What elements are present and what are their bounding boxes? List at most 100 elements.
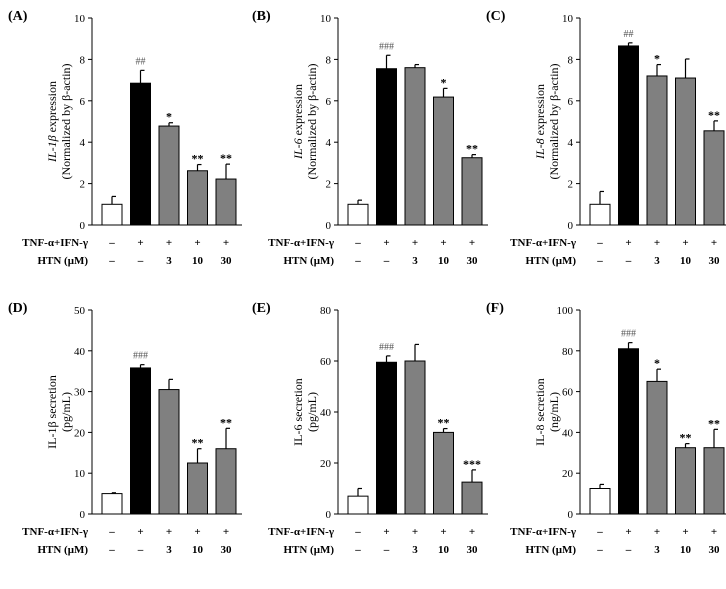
significance-star: ** [220,415,232,429]
bar [215,448,237,515]
y-axis-label-unit: (Normalized by β-actin) [305,63,319,179]
y-tick-label: 60 [562,387,574,399]
bar [703,130,725,226]
condition-label-tnf-ifn: TNF-α+IFN-γ [268,526,334,538]
panel-letter: (C) [486,9,506,24]
condition-value-htn: 30 [221,544,233,556]
bar [675,447,696,515]
condition-value-tnf-ifn: + [412,526,418,538]
condition-value-htn: – [596,544,603,556]
y-axis-label-unit: (pg/mL) [59,392,73,432]
panel-letter: (F) [486,301,504,316]
condition-value-tnf-ifn: – [108,237,115,249]
bar [130,367,151,515]
significance-star: * [441,75,447,89]
condition-value-tnf-ifn: + [194,237,200,249]
significance-star: * [654,52,660,66]
condition-value-htn: 3 [412,255,418,267]
bar [404,360,426,515]
bar [703,447,725,515]
condition-value-tnf-ifn: + [166,526,172,538]
y-axis-label-gene: IL-1β [45,135,59,163]
significance-hash: ### [621,329,636,340]
bar [158,125,180,226]
condition-value-tnf-ifn: + [137,526,143,538]
y-tick-label: 0 [326,509,332,521]
significance-star: *** [463,457,481,471]
condition-value-tnf-ifn: + [223,237,229,249]
condition-value-tnf-ifn: + [469,526,475,538]
y-axis-label-text: expression [533,84,547,138]
significance-hash: ## [136,56,146,67]
bar [130,82,151,226]
condition-value-htn: 30 [709,544,721,556]
condition-value-htn: – [108,544,115,556]
significance-star: ** [466,142,478,156]
condition-value-htn: – [383,544,390,556]
y-tick-label: 10 [320,13,332,25]
panel-letter: (A) [8,9,28,24]
y-axis-label-unit: (ng/mL) [547,392,561,432]
y-axis-label-text: IL-1β secretion [45,375,59,449]
y-tick-label: 0 [326,220,332,232]
y-axis-label: IL-6 secretion [291,378,305,446]
condition-value-htn: 3 [412,544,418,556]
y-tick-label: 10 [74,13,86,25]
bar [215,178,237,226]
condition-value-htn: – [137,544,144,556]
bar [461,481,483,515]
y-tick-label: 4 [80,137,86,149]
y-tick-label: 0 [80,509,86,521]
y-tick-label: 4 [326,137,332,149]
significance-star: * [654,356,660,370]
significance-hash: ### [379,41,394,52]
condition-value-htn: – [108,255,115,267]
y-axis-label-text: IL-6 secretion [291,378,305,446]
condition-label-tnf-ifn: TNF-α+IFN-γ [268,237,334,249]
y-tick-label: 40 [320,407,332,419]
y-tick-label: 0 [568,509,574,521]
condition-value-htn: – [354,544,361,556]
condition-value-tnf-ifn: – [354,526,361,538]
y-tick-label: 20 [562,468,574,480]
y-axis-label-gene: IL-6 [291,138,305,160]
condition-value-tnf-ifn: + [469,237,475,249]
y-tick-label: 8 [80,54,86,66]
condition-value-htn: – [625,255,632,267]
condition-value-htn: 10 [438,544,450,556]
condition-label-htn: HTN (μM) [37,544,88,556]
bar [589,488,611,515]
condition-value-tnf-ifn: + [682,237,688,249]
y-tick-label: 50 [74,305,86,317]
condition-label-htn: HTN (μM) [525,544,576,556]
condition-value-tnf-ifn: – [596,526,603,538]
condition-value-tnf-ifn: + [682,526,688,538]
condition-label-tnf-ifn: TNF-α+IFN-γ [510,526,576,538]
y-tick-label: 6 [326,96,332,108]
y-tick-label: 20 [320,458,332,470]
condition-value-tnf-ifn: + [440,526,446,538]
y-tick-label: 4 [568,137,574,149]
condition-value-htn: – [383,255,390,267]
significance-star: ** [708,416,720,430]
y-axis-label-unit: (pg/mL) [305,392,319,432]
y-axis-label-text: IL-8 secretion [533,378,547,446]
panel-letter: (B) [252,9,271,24]
condition-value-tnf-ifn: + [654,237,660,249]
y-tick-label: 6 [568,96,574,108]
condition-value-htn: 10 [192,255,204,267]
bar [589,203,611,226]
condition-value-tnf-ifn: + [412,237,418,249]
y-tick-label: 8 [326,54,332,66]
condition-label-htn: HTN (μM) [283,255,334,267]
chart-panel-6: (F) 0 20 40 60 80 100 IL-8 secretion (ng/mL) ### *… [486,301,726,556]
y-tick-label: 6 [80,96,86,108]
y-tick-label: 8 [568,54,574,66]
significance-hash: ## [624,29,634,40]
y-tick-label: 0 [80,220,86,232]
significance-hash: ### [133,351,148,362]
condition-value-tnf-ifn: + [654,526,660,538]
